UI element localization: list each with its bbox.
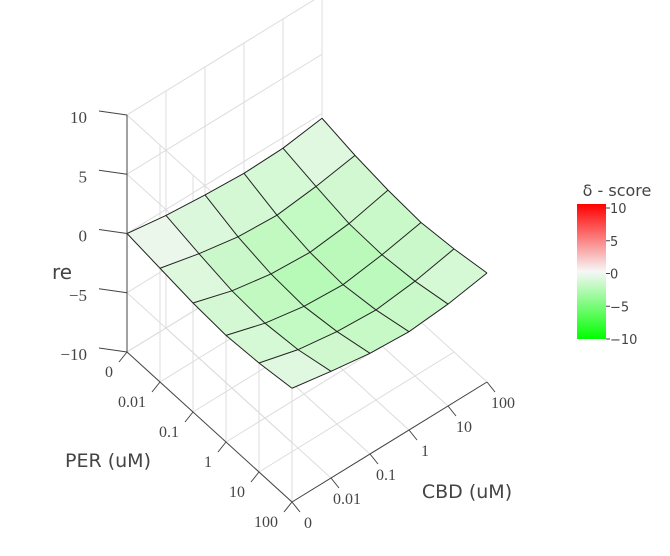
y-tick-mark [184, 411, 194, 423]
x-tick-mark [486, 381, 496, 393]
y-tick-mark [283, 501, 293, 513]
colorbar-tick-label: −10 [610, 333, 637, 348]
surface-line [291, 272, 488, 389]
surface-line [126, 233, 293, 389]
z-tick-mark [98, 347, 128, 353]
surface-patch [349, 190, 421, 255]
z-tick-label: −5 [69, 286, 87, 305]
surface-patch [277, 186, 349, 253]
x-axis-line [291, 381, 488, 503]
x-tick-mark [369, 453, 379, 465]
surface-patch [238, 215, 310, 274]
y-tick-mark [151, 381, 161, 393]
z-tick-label: 0 [79, 227, 88, 246]
y-tick-mark [250, 471, 260, 483]
y-axis-line [126, 351, 293, 503]
surface-patch [343, 254, 415, 310]
x-tick-label: 100 [491, 395, 515, 412]
x-tick-label: 0 [304, 515, 312, 532]
colorbar-tick-label: 10 [610, 202, 627, 217]
surface-line [165, 215, 332, 372]
z-tick-mark [98, 229, 128, 234]
x-tick-mark [291, 501, 301, 513]
grid-line [126, 0, 315, 116]
z-tick-mark [98, 110, 128, 116]
colorbar-tick-label: −5 [610, 300, 629, 315]
surface-patch [199, 236, 271, 291]
y-tick-mark [118, 351, 128, 363]
surface-patch [259, 349, 331, 389]
x-axis-title: CBD (uM) [422, 481, 512, 503]
surface-line [282, 147, 449, 305]
colorbar-tick-label: 0 [610, 268, 618, 283]
surface-patch [271, 252, 343, 307]
surface-line [192, 189, 389, 304]
z-axis-title: re [52, 260, 72, 284]
grid-line [258, 351, 455, 473]
colorbar-tick-label: 5 [610, 235, 618, 250]
surface-patch [415, 248, 487, 305]
y-tick-label: 10 [229, 484, 245, 501]
surface-line [159, 154, 356, 269]
surface-patch [337, 309, 409, 354]
surface-patch [193, 290, 265, 336]
surface-line [321, 117, 488, 274]
surface-patch [244, 148, 316, 216]
surface-patch [166, 194, 238, 254]
z-tick-label: −10 [60, 345, 87, 364]
y-tick-label: 0 [105, 364, 113, 381]
surface-patch [265, 306, 337, 350]
surface-layer [126, 117, 488, 389]
surface-line [258, 248, 455, 364]
z-tick-label: 10 [70, 108, 87, 127]
x-tick-label: 10 [456, 419, 472, 436]
surface-patch [205, 173, 277, 237]
surface-patch [232, 273, 304, 324]
y-tick-mark [217, 441, 227, 453]
surface-patch [226, 323, 298, 363]
y-axis-title: PER (uM) [65, 450, 151, 472]
surface-line [243, 173, 410, 333]
x-tick-label: 1 [421, 443, 429, 460]
grid-line [165, 327, 332, 479]
y-tick-label: 0.01 [118, 394, 146, 411]
y-tick-label: 0.1 [159, 424, 179, 441]
surface-patch [127, 215, 199, 269]
surface-patch [382, 222, 454, 282]
x-tick-mark [447, 405, 457, 417]
x-tick-mark [330, 477, 340, 489]
colorbar-ticks: 10 5 0 −5 −10 [606, 202, 637, 348]
x-tick-label: 0.1 [376, 467, 396, 484]
z-tick-label: 5 [79, 167, 88, 186]
y-tick-label: 1 [204, 454, 212, 471]
surface-patch [160, 253, 232, 303]
colorbar-title: δ - score [583, 181, 652, 200]
colorbar-gradient [577, 204, 606, 339]
surface-line [225, 222, 422, 336]
surface-patch [376, 281, 448, 332]
tick-labels: 10 5 0 −5 −10 0 0.01 0.1 1 10 100 0 0.01 0.1 1 10 100 [60, 108, 515, 532]
surface-line [204, 194, 371, 354]
x-tick-mark [408, 429, 418, 441]
surface-line [126, 117, 323, 234]
z-tick-mark [98, 169, 128, 175]
y-tick-label: 100 [254, 514, 278, 531]
colorbar: δ - score 10 5 0 −5 −10 [577, 181, 651, 348]
z-tick-mark [98, 288, 128, 294]
x-tick-label: 0.01 [333, 491, 361, 508]
